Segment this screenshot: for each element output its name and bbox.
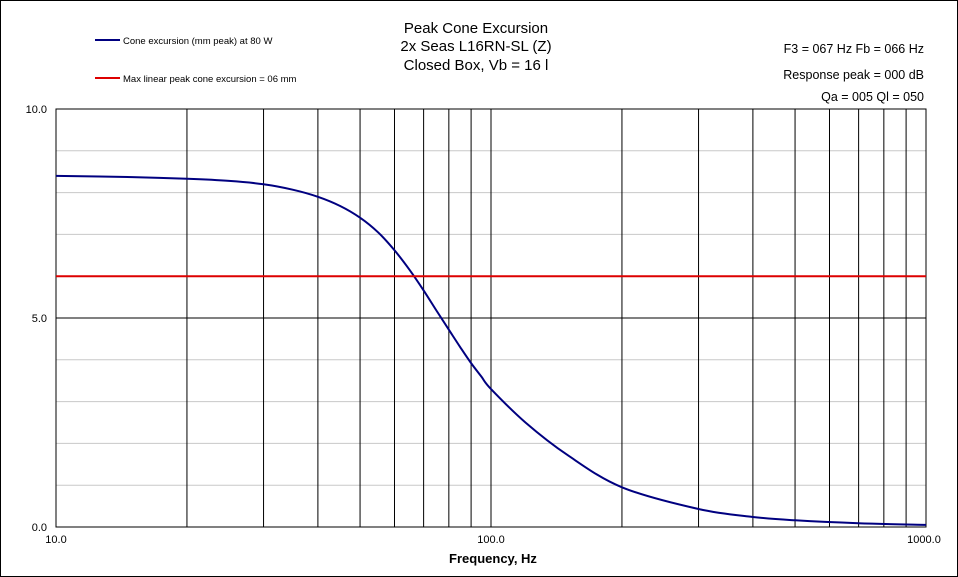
x-axis-label: Frequency, Hz xyxy=(449,551,537,566)
x-tick-label-10: 10.0 xyxy=(45,534,66,546)
info-response-peak: Response peak = 000 dB xyxy=(783,68,924,82)
y-tick-label-10: 10.0 xyxy=(26,104,47,116)
grid-lines xyxy=(56,109,926,527)
chart-subtitle-1: 2x Seas L16RN-SL (Z) xyxy=(400,38,551,55)
chart-subtitle-2: Closed Box, Vb = 16 l xyxy=(404,57,549,74)
series-line-cone-excursion xyxy=(55,174,927,526)
legend-label-max-linear: Max linear peak cone excursion = 06 mm xyxy=(123,74,297,85)
plot-area-border xyxy=(55,108,927,528)
x-tick-label-1000: 1000.0 xyxy=(907,534,941,546)
info-qa-ql: Qa = 005 Ql = 050 xyxy=(821,90,924,104)
chart-title: Peak Cone Excursion xyxy=(404,20,548,37)
y-tick-label-5: 5.0 xyxy=(32,313,47,325)
x-tick-label-100: 100.0 xyxy=(477,534,505,546)
y-tick-label-0: 0.0 xyxy=(32,522,47,534)
info-f3-fb: F3 = 067 Hz Fb = 066 Hz xyxy=(784,42,924,56)
legend-label-excursion: Cone excursion (mm peak) at 80 W xyxy=(123,36,272,47)
series-layer xyxy=(55,174,927,526)
